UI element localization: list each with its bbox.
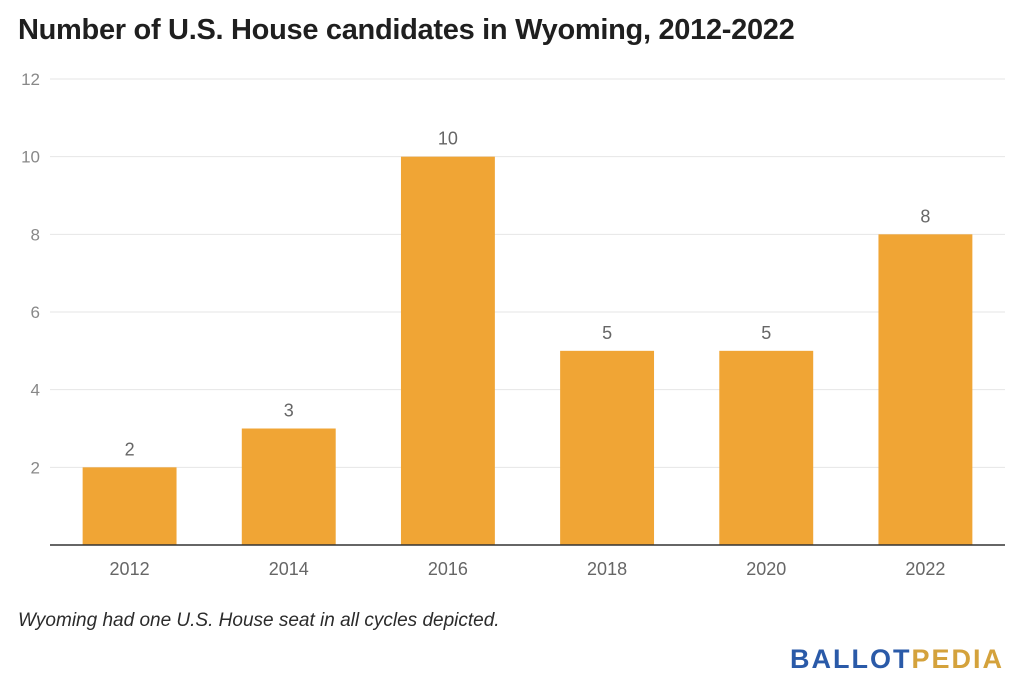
x-axis-ticks: 2012 2014 2016 2018 2020 2022 (110, 559, 946, 579)
bar-2018 (560, 350, 655, 545)
x-tick-label-2012: 2012 (110, 559, 150, 579)
gridlines (50, 78, 1005, 468)
y-tick-label-12: 12 (21, 70, 40, 89)
chart-title: Number of U.S. House candidates in Wyomi… (18, 14, 795, 46)
data-label-2016: 10 (438, 129, 458, 149)
bar-chart: 2 4 6 8 10 12 2 3 10 5 5 8 2012 2014 2016 2018 2020 202… (21, 70, 1005, 579)
bar-2014 (241, 428, 336, 545)
x-tick-label-2016: 2016 (428, 559, 468, 579)
data-label-2012: 2 (125, 439, 135, 459)
bar-2020 (719, 350, 814, 545)
x-tick-label-2018: 2018 (587, 559, 627, 579)
data-label-2020: 5 (761, 323, 771, 343)
bar-2012 (82, 467, 177, 545)
data-labels: 2 3 10 5 5 8 (125, 129, 931, 460)
data-label-2014: 3 (284, 401, 294, 421)
data-label-2022: 8 (920, 206, 930, 226)
bars (82, 156, 973, 546)
bar-2016 (400, 156, 495, 545)
bar-2022 (878, 234, 973, 546)
data-label-2018: 5 (602, 323, 612, 343)
y-tick-label-8: 8 (31, 225, 40, 244)
y-tick-label-2: 2 (31, 458, 40, 477)
y-axis-ticks: 2 4 6 8 10 12 (21, 70, 40, 477)
x-tick-label-2020: 2020 (746, 559, 786, 579)
logo-part-pedia: PEDIA (911, 644, 1004, 674)
ballotpedia-logo: BALLOTPEDIA (790, 644, 1004, 675)
chart-note: Wyoming had one U.S. House seat in all c… (18, 610, 500, 631)
y-tick-label-4: 4 (31, 381, 40, 400)
y-tick-label-6: 6 (31, 303, 40, 322)
x-tick-label-2014: 2014 (269, 559, 309, 579)
y-tick-label-10: 10 (21, 148, 40, 167)
logo-part-ballot: BALLOT (789, 644, 912, 674)
x-tick-label-2022: 2022 (905, 559, 945, 579)
